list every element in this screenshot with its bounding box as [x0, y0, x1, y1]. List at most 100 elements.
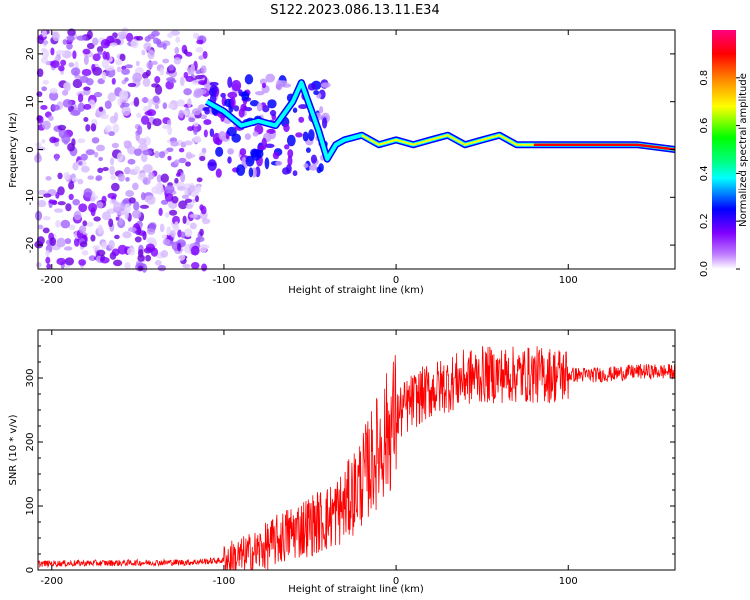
heatmap-cell	[87, 175, 94, 180]
heatmap-cell	[203, 129, 208, 138]
heatmap-cell	[70, 67, 81, 76]
heatmap-cell	[176, 186, 186, 191]
heatmap-cell	[109, 165, 115, 176]
heatmap-cell	[173, 57, 182, 65]
snr-y-ticks: 0 100 200 300	[25, 329, 675, 573]
heatmap-cell	[178, 254, 186, 261]
heatmap-cell	[298, 104, 308, 110]
heatmap-cell	[79, 75, 89, 84]
heatmap-cell	[90, 234, 96, 242]
heatmap-cell	[160, 173, 169, 183]
heatmap-cell	[81, 68, 92, 77]
heatmap-cell	[233, 105, 240, 112]
heatmap-cell	[125, 190, 135, 197]
heatmap-cell	[200, 65, 207, 74]
heatmap-cell	[251, 167, 257, 178]
y-tick-label: 0	[25, 567, 36, 573]
heatmap-cell	[227, 91, 238, 99]
heatmap-cell	[209, 85, 218, 95]
heatmap-cell	[191, 108, 202, 116]
heatmap-cell	[68, 181, 75, 190]
heatmap-cell	[275, 160, 283, 166]
heatmap-cell	[227, 76, 233, 88]
x-tick-label: 0	[393, 576, 399, 587]
heatmap-cell	[114, 234, 120, 240]
heatmap-cell	[108, 239, 115, 250]
heatmap-cell	[218, 131, 226, 141]
heatmap-cell	[140, 153, 148, 163]
heatmap-cell	[66, 42, 73, 50]
heatmap-cell	[215, 146, 224, 157]
heatmap-cell	[54, 208, 64, 213]
heatmap-cell	[125, 176, 130, 182]
heatmap-cell	[121, 68, 130, 75]
heatmap-cell	[127, 145, 137, 155]
heatmap-cell	[209, 128, 215, 138]
heatmap-cell	[202, 50, 208, 59]
y-tick-label: -10	[25, 189, 36, 205]
heatmap-cell	[121, 106, 131, 117]
chart-title: S122.2023.086.13.11.E34	[270, 3, 439, 18]
heatmap-cell	[107, 208, 114, 214]
heatmap-cell	[52, 137, 60, 143]
heatmap-cell	[85, 149, 95, 156]
heatmap-cell	[80, 165, 90, 173]
heatmap-cell	[45, 249, 50, 257]
heatmap-cell	[177, 229, 182, 238]
heatmap-cell	[121, 102, 130, 108]
heatmap-cell	[154, 76, 161, 84]
heatmap-cell	[91, 137, 100, 144]
heatmap-cell	[56, 257, 66, 266]
heatmap-cell	[147, 98, 153, 109]
heatmap-cell	[76, 35, 87, 41]
heatmap-cell	[158, 207, 163, 217]
heatmap-cell	[93, 151, 99, 158]
heatmap-cell	[178, 109, 184, 119]
heatmap-cell	[96, 249, 106, 257]
heatmap-cell	[137, 137, 147, 145]
heatmap-cell	[167, 103, 175, 109]
heatmap-cell	[264, 157, 270, 170]
heatmap-cell	[49, 91, 59, 101]
colorbar-tick-label: 0.6	[699, 118, 710, 134]
heatmap-cell	[82, 220, 88, 227]
heatmap-cell	[155, 182, 164, 191]
heatmap-cell	[86, 30, 93, 40]
heatmap-cell	[199, 155, 206, 162]
heatmap-cell	[104, 100, 112, 110]
heatmap-cell	[196, 88, 207, 95]
heatmap-cell	[320, 82, 331, 88]
heatmap-cell	[189, 213, 198, 219]
heatmap-cell	[227, 156, 232, 164]
heatmap-cell	[319, 106, 324, 114]
heatmap-cell	[193, 121, 199, 127]
heatmap-cell	[261, 82, 267, 89]
heatmap-cell	[50, 47, 55, 56]
heatmap-cell	[194, 135, 201, 143]
heatmap-cell	[164, 184, 175, 194]
heatmap-cell	[283, 123, 290, 133]
heatmap-cell	[308, 164, 318, 171]
heatmap-cell	[141, 263, 148, 273]
heatmap-cell	[77, 93, 84, 103]
heatmap-cell	[48, 115, 54, 121]
heatmap-cell	[162, 102, 168, 110]
heatmap-cell	[164, 192, 174, 202]
heatmap-cell	[99, 256, 110, 264]
heatmap-x-label: Height of straight line (km)	[288, 285, 424, 296]
heatmap-cell	[36, 91, 43, 97]
y-tick-label: 10	[25, 95, 36, 108]
heatmap-cell	[322, 117, 328, 129]
heatmap-cell	[93, 91, 103, 98]
heatmap-cell	[287, 149, 294, 158]
heatmap-cell	[238, 89, 243, 95]
heatmap-cell	[132, 72, 142, 83]
heatmap-cell	[241, 90, 250, 102]
heatmap-cell	[195, 237, 201, 244]
heatmap-cell	[198, 55, 204, 60]
heatmap-cell	[57, 201, 66, 206]
heatmap-cell	[135, 60, 140, 67]
heatmap-cell	[195, 47, 204, 53]
heatmap-cell	[92, 37, 99, 46]
